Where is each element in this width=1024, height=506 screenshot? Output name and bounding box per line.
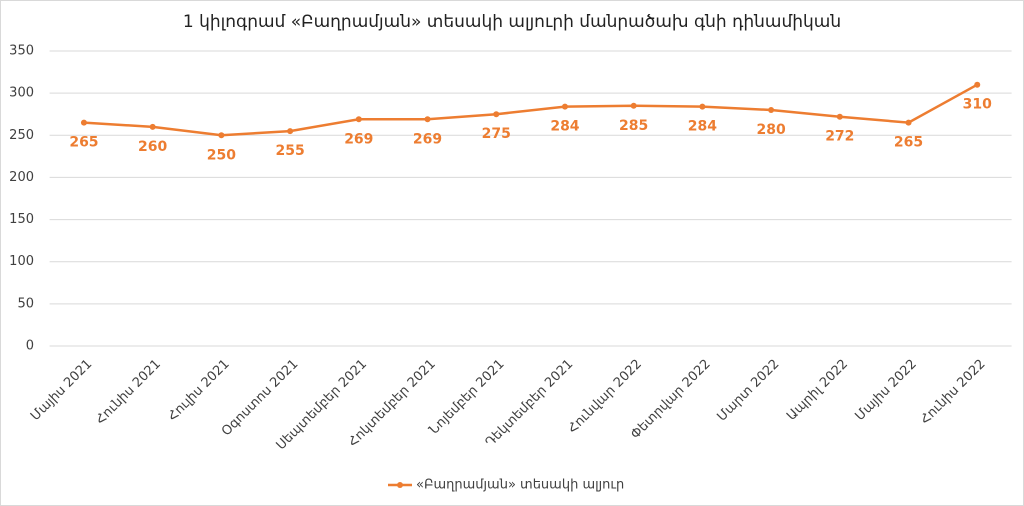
- y-tick-label: 250: [9, 128, 34, 143]
- marker: [149, 123, 156, 130]
- marker: [80, 119, 87, 126]
- data-label: 269: [344, 131, 373, 147]
- y-tick-label: 200: [9, 170, 34, 185]
- legend-marker: [397, 482, 403, 488]
- data-label: 272: [825, 129, 854, 145]
- data-label: 285: [619, 118, 648, 134]
- data-label: 284: [688, 119, 717, 135]
- legend: «Բաղրամյան» տեսակի ալյուր: [388, 478, 624, 493]
- marker: [768, 107, 775, 113]
- data-label: 275: [482, 126, 511, 142]
- marker: [493, 111, 500, 118]
- data-label: 265: [69, 135, 98, 151]
- marker: [974, 81, 981, 88]
- data-label: 269: [413, 131, 442, 147]
- marker: [287, 128, 294, 135]
- line: [83, 83, 978, 137]
- marker: [905, 119, 912, 126]
- y-tick-label: 300: [9, 86, 34, 101]
- y-tick-label: 0: [26, 339, 34, 354]
- y-tick-label: 100: [9, 254, 34, 269]
- data-label: 265: [894, 135, 923, 151]
- chart-title: 1 կիլոգրամ «Բաղրամյան» տեսակի ալյուրի մա…: [183, 12, 841, 32]
- marker: [630, 102, 637, 109]
- y-tick-label: 150: [9, 212, 34, 227]
- marker: [699, 103, 706, 110]
- marker: [836, 113, 843, 120]
- marker: [561, 103, 568, 110]
- legend-label: «Բաղրամյան» տեսակի ալյուր: [416, 478, 624, 493]
- y-tick-label: 350: [9, 44, 34, 59]
- data-label: 260: [138, 139, 167, 155]
- data-label: 310: [963, 97, 992, 113]
- data-label: 250: [207, 147, 236, 163]
- y-tick-label: 50: [17, 296, 34, 311]
- marker: [424, 116, 431, 123]
- marker: [355, 116, 362, 123]
- data-label: 255: [275, 143, 304, 159]
- data-label: 280: [756, 122, 785, 138]
- data-label: 284: [550, 119, 579, 135]
- marker: [218, 132, 225, 139]
